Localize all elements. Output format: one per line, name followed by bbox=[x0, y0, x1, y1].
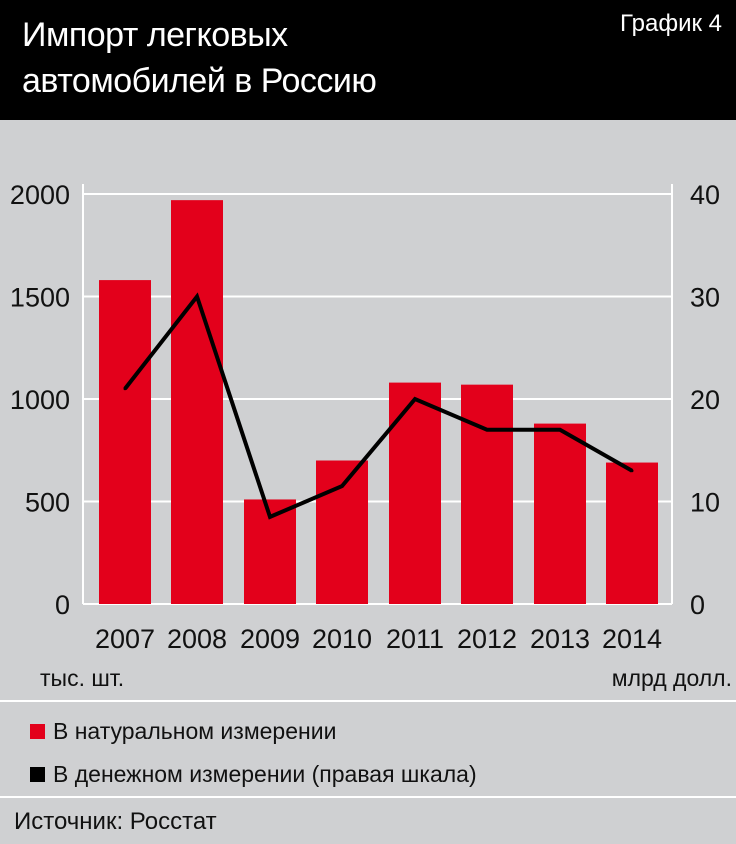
category-label: 2007 bbox=[95, 624, 155, 654]
money-line bbox=[123, 292, 634, 520]
left-tick-label: 0 bbox=[55, 590, 70, 620]
left-tick-label: 1500 bbox=[10, 283, 70, 313]
right-tick-label: 30 bbox=[690, 283, 720, 313]
left-tick-label: 1000 bbox=[10, 385, 70, 415]
right-tick-label: 20 bbox=[690, 385, 720, 415]
money-point-2010 bbox=[340, 484, 344, 488]
legend-swatch-line bbox=[30, 767, 45, 782]
legend-label-bars: В натуральном измерении bbox=[53, 718, 337, 744]
category-labels: 2007 2008 2009 2010 2011 2012 2013 2014 bbox=[95, 624, 662, 654]
bar-2014 bbox=[606, 462, 658, 604]
money-point-2014 bbox=[630, 469, 634, 473]
bar-2013 bbox=[534, 423, 586, 604]
right-axis-ticks: 0 10 20 30 40 bbox=[690, 180, 720, 620]
category-label: 2012 bbox=[457, 624, 517, 654]
legend-label-line: В денежном измерении (правая шкала) bbox=[53, 761, 477, 787]
left-tick-label: 500 bbox=[25, 488, 70, 518]
category-label: 2008 bbox=[167, 624, 227, 654]
category-label: 2013 bbox=[530, 624, 590, 654]
legend: В натуральном измерении В денежном измер… bbox=[0, 700, 736, 796]
bar-2007 bbox=[99, 280, 151, 604]
chart-number: График 4 bbox=[619, 10, 722, 37]
right-axis-unit: млрд долл. bbox=[612, 665, 732, 691]
legend-item-line: В денежном измерении (правая шкала) bbox=[30, 761, 477, 788]
bar-2008 bbox=[171, 200, 223, 604]
left-tick-label: 2000 bbox=[10, 180, 70, 210]
chart-title-line1: Импорт легковых bbox=[22, 16, 288, 54]
chart-title-line2: автомобилей в Россию bbox=[22, 62, 377, 100]
bars bbox=[99, 200, 658, 604]
source: Источник: Росстат bbox=[0, 796, 736, 844]
header: Импорт легковых автомобилей в Россию Гра… bbox=[0, 0, 736, 120]
bar-2011 bbox=[389, 382, 441, 604]
category-label: 2009 bbox=[240, 624, 300, 654]
bar-2012 bbox=[461, 384, 513, 604]
money-point-2009 bbox=[268, 515, 272, 519]
money-point-2007 bbox=[123, 387, 127, 391]
bar-2010 bbox=[316, 460, 368, 604]
right-tick-label: 0 bbox=[690, 590, 705, 620]
legend-swatch-bar bbox=[30, 724, 45, 739]
category-label: 2011 bbox=[386, 624, 444, 654]
money-point-2012 bbox=[485, 428, 489, 432]
money-point-2013 bbox=[558, 428, 562, 432]
right-tick-label: 40 bbox=[690, 180, 720, 210]
left-axis-unit: тыс. шт. bbox=[40, 665, 124, 691]
money-point-2011 bbox=[413, 397, 417, 401]
right-tick-label: 10 bbox=[690, 488, 720, 518]
legend-item-bars: В натуральном измерении bbox=[30, 718, 336, 745]
category-label: 2010 bbox=[312, 624, 372, 654]
money-series-line bbox=[123, 292, 633, 520]
left-axis-ticks: 0 500 1000 1500 2000 bbox=[10, 180, 70, 620]
money-point-2008 bbox=[195, 295, 199, 298]
category-label: 2014 bbox=[602, 624, 662, 654]
source-text: Источник: Росстат bbox=[14, 808, 217, 835]
